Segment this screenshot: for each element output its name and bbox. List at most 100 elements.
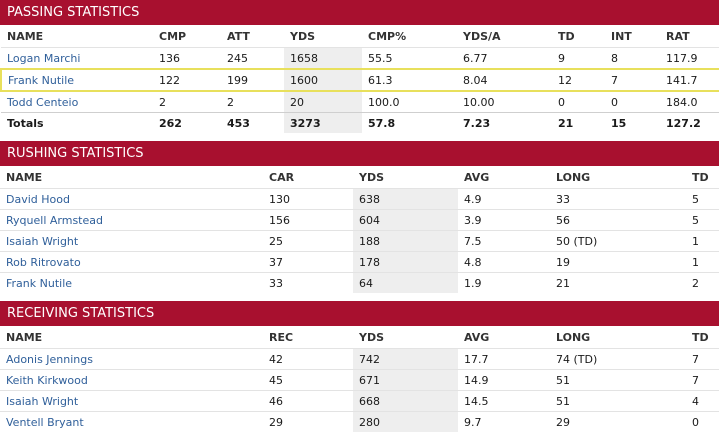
cell-cmp: 2 xyxy=(153,91,221,113)
cell-int: 8 xyxy=(605,48,660,70)
table-row: Adonis Jennings 42 742 17.7 74 (TD) 7 xyxy=(0,349,719,370)
table-row: Frank Nutile 33 64 1.9 21 2 xyxy=(0,273,719,294)
cell-avg: 4.9 xyxy=(458,189,550,210)
cell-avg: 17.7 xyxy=(458,349,550,370)
cell-yds: 188 xyxy=(353,231,458,252)
col-header-rec: REC xyxy=(263,326,353,349)
player-link[interactable]: Ryquell Armstead xyxy=(6,214,103,227)
cell-td: 1 xyxy=(686,252,719,273)
cell-rec: 45 xyxy=(263,370,353,391)
cell-yds: 280 xyxy=(353,412,458,432)
cell-yds: 671 xyxy=(353,370,458,391)
passing-header-row: NAME CMP ATT YDS CMP% YDS/A TD INT RAT xyxy=(1,25,719,48)
player-link[interactable]: David Hood xyxy=(6,193,70,206)
cell-rat: 117.9 xyxy=(660,48,719,70)
table-row: Rob Ritrovato 37 178 4.8 19 1 xyxy=(0,252,719,273)
player-link[interactable]: Isaiah Wright xyxy=(6,395,78,408)
cell-att: 453 xyxy=(221,113,284,134)
cell-int: 15 xyxy=(605,113,660,134)
cell-yds-per-att: 8.04 xyxy=(457,69,552,91)
player-link[interactable]: Isaiah Wright xyxy=(6,235,78,248)
cell-yds-per-att: 10.00 xyxy=(457,91,552,113)
cell-td: 7 xyxy=(686,370,719,391)
cell-yds: 742 xyxy=(353,349,458,370)
col-header-cmp: CMP xyxy=(153,25,221,48)
rushing-table: NAME CAR YDS AVG LONG TD David Hood 130 … xyxy=(0,166,719,293)
cell-att: 2 xyxy=(221,91,284,113)
cell-car: 156 xyxy=(263,210,353,231)
cell-car: 25 xyxy=(263,231,353,252)
col-header-td: TD xyxy=(552,25,605,48)
cell-rat: 184.0 xyxy=(660,91,719,113)
cell-avg: 1.9 xyxy=(458,273,550,294)
col-header-att: ATT xyxy=(221,25,284,48)
cell-long: 21 xyxy=(550,273,686,294)
cell-long: 19 xyxy=(550,252,686,273)
cell-avg: 9.7 xyxy=(458,412,550,432)
cell-cmp-pct: 57.8 xyxy=(362,113,457,134)
player-link[interactable]: Keith Kirkwood xyxy=(6,374,88,387)
table-row: Ventell Bryant 29 280 9.7 29 0 xyxy=(0,412,719,432)
col-header-yds-per-att: YDS/A xyxy=(457,25,552,48)
cell-yds-per-att: 6.77 xyxy=(457,48,552,70)
cell-td: 1 xyxy=(686,231,719,252)
cell-td: 21 xyxy=(552,113,605,134)
table-row: Isaiah Wright 46 668 14.5 51 4 xyxy=(0,391,719,412)
passing-table: NAME CMP ATT YDS CMP% YDS/A TD INT RAT L… xyxy=(0,25,719,133)
col-header-avg: AVG xyxy=(458,166,550,189)
rushing-header-row: NAME CAR YDS AVG LONG TD xyxy=(0,166,719,189)
player-link[interactable]: Logan Marchi xyxy=(7,52,80,65)
player-link[interactable]: Rob Ritrovato xyxy=(6,256,81,269)
col-header-car: CAR xyxy=(263,166,353,189)
cell-avg: 3.9 xyxy=(458,210,550,231)
rushing-section-title: RUSHING STATISTICS xyxy=(0,141,719,166)
col-header-long: LONG xyxy=(550,166,686,189)
col-header-avg: AVG xyxy=(458,326,550,349)
col-header-cmp-pct: CMP% xyxy=(362,25,457,48)
totals-row: Totals 262 453 3273 57.8 7.23 21 15 127.… xyxy=(1,113,719,134)
cell-long: 74 (TD) xyxy=(550,349,686,370)
passing-section-title: PASSING STATISTICS xyxy=(0,0,719,25)
player-link[interactable]: Frank Nutile xyxy=(8,74,74,87)
col-header-yds: YDS xyxy=(284,25,362,48)
table-row: Isaiah Wright 25 188 7.5 50 (TD) 1 xyxy=(0,231,719,252)
cell-cmp-pct: 100.0 xyxy=(362,91,457,113)
cell-yds-per-att: 7.23 xyxy=(457,113,552,134)
cell-rat: 127.2 xyxy=(660,113,719,134)
cell-cmp: 122 xyxy=(153,69,221,91)
table-row-highlighted: Frank Nutile 122 199 1600 61.3 8.04 12 7… xyxy=(1,69,719,91)
cell-cmp: 136 xyxy=(153,48,221,70)
player-link[interactable]: Ventell Bryant xyxy=(6,416,84,429)
cell-long: 51 xyxy=(550,370,686,391)
player-link[interactable]: Frank Nutile xyxy=(6,277,72,290)
cell-int: 7 xyxy=(605,69,660,91)
cell-avg: 14.9 xyxy=(458,370,550,391)
col-header-yds: YDS xyxy=(353,326,458,349)
cell-yds: 638 xyxy=(353,189,458,210)
cell-rat: 141.7 xyxy=(660,69,719,91)
col-header-rat: RAT xyxy=(660,25,719,48)
cell-car: 37 xyxy=(263,252,353,273)
cell-att: 199 xyxy=(221,69,284,91)
cell-rec: 42 xyxy=(263,349,353,370)
totals-label: Totals xyxy=(1,113,153,134)
cell-avg: 14.5 xyxy=(458,391,550,412)
player-link[interactable]: Adonis Jennings xyxy=(6,353,93,366)
table-row: Logan Marchi 136 245 1658 55.5 6.77 9 8 … xyxy=(1,48,719,70)
cell-td: 5 xyxy=(686,210,719,231)
player-link[interactable]: Todd Centeio xyxy=(7,96,78,109)
cell-yds: 668 xyxy=(353,391,458,412)
receiving-header-row: NAME REC YDS AVG LONG TD xyxy=(0,326,719,349)
table-row: Keith Kirkwood 45 671 14.9 51 7 xyxy=(0,370,719,391)
cell-yds: 3273 xyxy=(284,113,362,134)
col-header-yds: YDS xyxy=(353,166,458,189)
cell-td: 0 xyxy=(552,91,605,113)
cell-yds: 178 xyxy=(353,252,458,273)
cell-yds: 20 xyxy=(284,91,362,113)
col-header-long: LONG xyxy=(550,326,686,349)
cell-long: 29 xyxy=(550,412,686,432)
cell-avg: 7.5 xyxy=(458,231,550,252)
col-header-int: INT xyxy=(605,25,660,48)
cell-td: 12 xyxy=(552,69,605,91)
cell-att: 245 xyxy=(221,48,284,70)
